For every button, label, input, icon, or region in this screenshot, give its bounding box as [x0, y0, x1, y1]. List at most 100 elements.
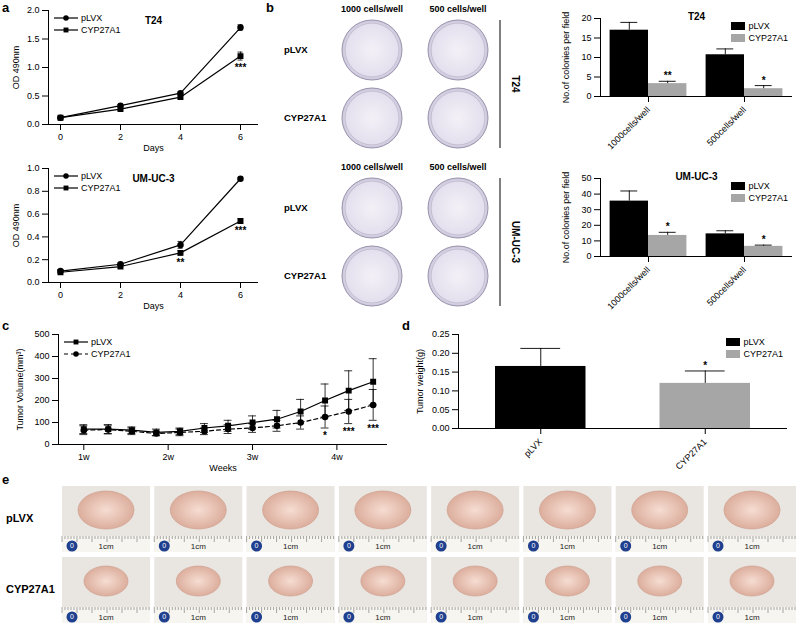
- svg-text:0.8: 0.8: [27, 186, 40, 196]
- svg-text:0: 0: [586, 91, 591, 101]
- svg-text:300: 300: [34, 373, 49, 383]
- svg-text:1cm: 1cm: [652, 542, 667, 551]
- svg-text:0.6: 0.6: [27, 209, 40, 219]
- svg-text:0: 0: [624, 542, 628, 549]
- svg-text:20: 20: [581, 13, 591, 23]
- svg-text:1cm: 1cm: [744, 542, 759, 551]
- svg-text:1000cells/well: 1000cells/well: [605, 105, 652, 152]
- svg-text:*: *: [666, 221, 670, 232]
- svg-text:0.2: 0.2: [27, 255, 40, 265]
- svg-text:d: d: [402, 318, 410, 333]
- svg-text:0: 0: [70, 542, 74, 549]
- svg-text:1cm: 1cm: [283, 542, 298, 551]
- svg-text:0: 0: [255, 542, 259, 549]
- svg-text:4: 4: [178, 290, 183, 300]
- svg-text:0: 0: [162, 542, 166, 549]
- svg-text:*: *: [323, 430, 327, 441]
- svg-text:1cm: 1cm: [375, 542, 390, 551]
- svg-text:1000 cells/well: 1000 cells/well: [341, 4, 403, 14]
- svg-text:***: ***: [343, 426, 355, 437]
- svg-text:*: *: [762, 234, 766, 245]
- svg-text:pLVX: pLVX: [522, 437, 544, 459]
- svg-text:1cm: 1cm: [468, 542, 483, 551]
- svg-text:1cm: 1cm: [560, 613, 575, 622]
- svg-text:CYP27A1: CYP27A1: [6, 583, 55, 595]
- svg-text:0: 0: [44, 439, 49, 449]
- svg-text:2: 2: [118, 132, 123, 142]
- svg-text:2.0: 2.0: [27, 5, 40, 15]
- svg-text:40: 40: [581, 189, 591, 199]
- svg-text:500cells/well: 500cells/well: [705, 265, 748, 308]
- svg-text:Tumor weight(g): Tumor weight(g): [415, 349, 425, 414]
- svg-text:100: 100: [34, 417, 49, 427]
- svg-text:4w: 4w: [331, 452, 343, 462]
- svg-text:pLVX: pLVX: [284, 44, 308, 55]
- svg-text:0: 0: [58, 132, 63, 142]
- svg-text:UM-UC-3: UM-UC-3: [510, 221, 521, 264]
- svg-text:OD 490nm: OD 490nm: [11, 46, 21, 90]
- svg-text:CYP27A1: CYP27A1: [284, 270, 327, 281]
- svg-text:0.25: 0.25: [432, 329, 450, 339]
- svg-text:6: 6: [238, 290, 243, 300]
- svg-text:10: 10: [581, 236, 591, 246]
- svg-text:0.00: 0.00: [432, 423, 450, 433]
- svg-text:T24: T24: [145, 15, 163, 26]
- svg-text:***: ***: [235, 62, 247, 73]
- svg-text:0.0: 0.0: [27, 119, 40, 129]
- svg-text:1.5: 1.5: [27, 34, 40, 44]
- svg-text:1.0: 1.0: [27, 62, 40, 72]
- svg-text:***: ***: [367, 423, 379, 434]
- svg-text:Tumor Volume(mm³): Tumor Volume(mm³): [15, 348, 25, 430]
- svg-text:3w: 3w: [247, 452, 259, 462]
- svg-text:0.5: 0.5: [27, 91, 40, 101]
- svg-text:*: *: [762, 75, 766, 86]
- svg-text:1.0: 1.0: [27, 163, 40, 173]
- svg-text:1cm: 1cm: [191, 613, 206, 622]
- svg-text:OD 490nm: OD 490nm: [11, 204, 21, 248]
- svg-text:30: 30: [581, 205, 591, 215]
- svg-text:1000 cells/well: 1000 cells/well: [341, 162, 403, 172]
- svg-text:a: a: [2, 0, 10, 15]
- svg-text:1cm: 1cm: [468, 613, 483, 622]
- svg-text:0: 0: [531, 613, 535, 620]
- svg-text:No.of colonies per field: No.of colonies per field: [561, 172, 571, 264]
- svg-text:400: 400: [34, 351, 49, 361]
- svg-text:pLVX: pLVX: [284, 202, 308, 213]
- svg-text:1cm: 1cm: [652, 613, 667, 622]
- svg-text:**: **: [664, 70, 672, 81]
- svg-text:0.0: 0.0: [27, 277, 40, 287]
- svg-text:1w: 1w: [78, 452, 90, 462]
- svg-text:0: 0: [347, 542, 351, 549]
- svg-text:2: 2: [118, 290, 123, 300]
- svg-text:2w: 2w: [162, 452, 174, 462]
- svg-text:b: b: [266, 0, 274, 15]
- svg-text:**: **: [177, 257, 185, 268]
- svg-text:1cm: 1cm: [98, 613, 113, 622]
- svg-text:0: 0: [531, 542, 535, 549]
- svg-text:Days: Days: [143, 301, 164, 311]
- svg-text:e: e: [2, 472, 9, 487]
- svg-text:500 cells/well: 500 cells/well: [429, 4, 486, 14]
- svg-text:1cm: 1cm: [744, 613, 759, 622]
- svg-text:0.05: 0.05: [432, 405, 450, 415]
- svg-text:pLVX: pLVX: [6, 512, 34, 524]
- svg-text:UM-UC-3: UM-UC-3: [132, 173, 175, 184]
- svg-text:0.10: 0.10: [432, 386, 450, 396]
- svg-text:20: 20: [581, 220, 591, 230]
- svg-text:T24: T24: [688, 11, 706, 22]
- svg-text:***: ***: [235, 225, 247, 236]
- svg-text:1cm: 1cm: [191, 542, 206, 551]
- svg-text:500: 500: [34, 329, 49, 339]
- svg-text:0: 0: [162, 613, 166, 620]
- svg-text:15: 15: [581, 33, 591, 43]
- svg-text:0: 0: [255, 613, 259, 620]
- svg-text:*: *: [703, 360, 707, 371]
- svg-text:1cm: 1cm: [560, 542, 575, 551]
- svg-text:200: 200: [34, 395, 49, 405]
- svg-text:6: 6: [238, 132, 243, 142]
- svg-text:0: 0: [716, 542, 720, 549]
- svg-text:CYP27A1: CYP27A1: [674, 437, 709, 472]
- svg-text:0: 0: [624, 613, 628, 620]
- svg-text:10: 10: [581, 52, 591, 62]
- svg-text:c: c: [2, 318, 9, 333]
